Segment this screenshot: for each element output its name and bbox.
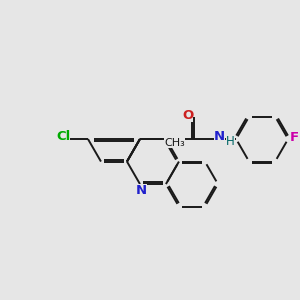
Text: O: O bbox=[182, 109, 193, 122]
Text: Cl: Cl bbox=[56, 130, 70, 143]
Text: CH₃: CH₃ bbox=[164, 137, 185, 148]
Text: F: F bbox=[289, 131, 298, 144]
Text: N: N bbox=[214, 130, 225, 143]
Text: H: H bbox=[226, 135, 234, 148]
Text: N: N bbox=[136, 184, 147, 197]
